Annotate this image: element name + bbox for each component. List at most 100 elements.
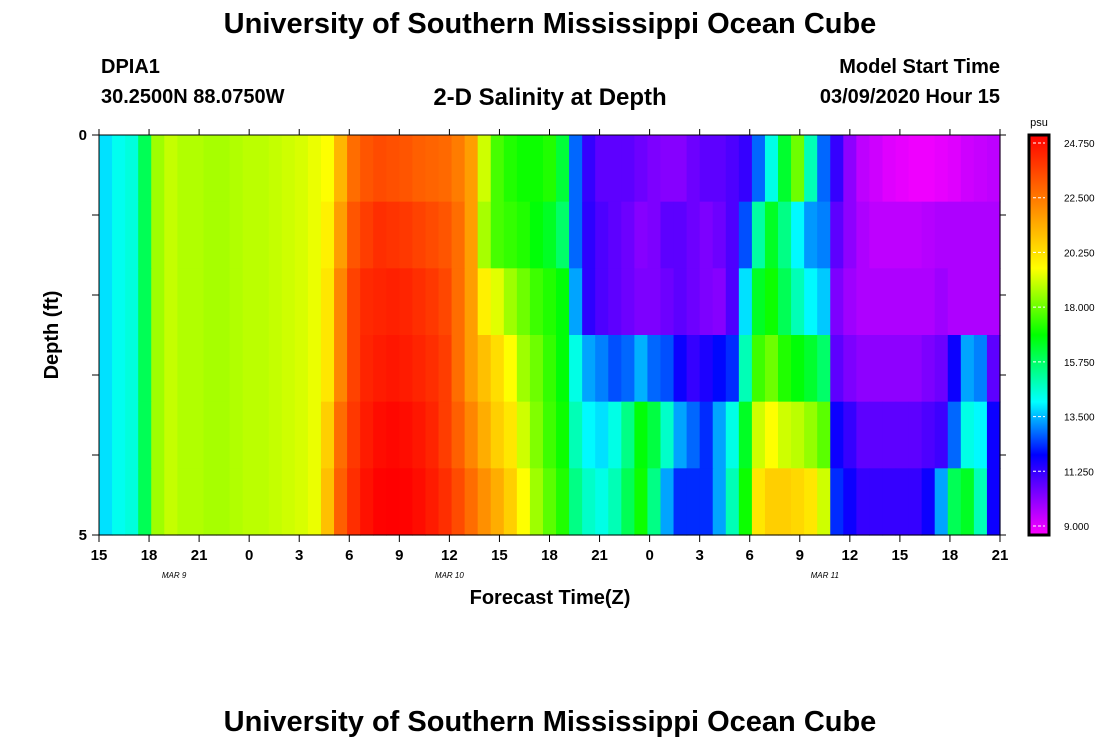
heatmap-cell: [177, 401, 192, 469]
heatmap-cell: [673, 468, 688, 536]
heatmap-cell: [268, 401, 283, 469]
heatmap-cell: [503, 268, 518, 336]
heatmap-cell: [320, 335, 335, 403]
heatmap-cell: [190, 401, 205, 469]
heatmap-cell: [503, 335, 518, 403]
heatmap-cell: [399, 335, 413, 403]
x-tick-label: 15: [91, 547, 108, 564]
heatmap-cell: [986, 468, 1001, 536]
heatmap-cell: [595, 335, 609, 403]
heatmap-cell: [281, 468, 296, 536]
heatmap-cell: [895, 268, 910, 336]
heatmap-cell: [608, 135, 622, 203]
heatmap-cell: [712, 401, 727, 469]
heatmap-cell: [869, 201, 884, 269]
heatmap-cell: [529, 201, 544, 269]
heatmap-cell: [712, 268, 727, 336]
heatmap-cell: [804, 201, 818, 269]
heatmap-cell: [921, 401, 936, 469]
heatmap-cell: [764, 401, 779, 469]
heatmap-cell: [112, 135, 126, 203]
heatmap-cell: [582, 268, 596, 336]
heatmap-cell: [177, 268, 192, 336]
heatmap-cell: [255, 468, 270, 536]
heatmap-cell: [791, 268, 805, 336]
heatmap-cell: [973, 268, 988, 336]
heatmap-cell: [294, 268, 309, 336]
heatmap-cell: [764, 335, 779, 403]
y-tick-label: 0: [79, 127, 87, 144]
heatmap-cell: [764, 201, 779, 269]
heatmap-cell: [464, 268, 479, 336]
page-title: University of Southern Mississippi Ocean…: [223, 8, 877, 40]
heatmap-cell: [869, 135, 884, 203]
heatmap-cell: [451, 401, 466, 469]
heatmap-cell: [425, 401, 440, 469]
heatmap-cell: [804, 135, 818, 203]
heatmap-cell: [660, 135, 675, 203]
heatmap-cell: [647, 268, 662, 336]
colorbar-tick-label: 11.250: [1064, 467, 1094, 478]
heatmap-cell: [190, 135, 205, 203]
x-axis: 15 18 21 0 3 6 9 12 15 18 21 0 3 6 9 12 15 18 21 MAR 9 MAR 1…: [91, 129, 1008, 580]
heatmap-cell: [307, 201, 322, 269]
heatmap-cell: [895, 201, 910, 269]
heatmap-cell: [947, 268, 962, 336]
heatmap-cell: [621, 135, 635, 203]
heatmap-cell: [934, 135, 949, 203]
heatmap-cell: [164, 201, 178, 269]
heatmap-cell: [751, 468, 766, 536]
heatmap-cell: [986, 335, 1001, 403]
heatmap-cell: [947, 335, 962, 403]
heatmap-cell: [947, 401, 962, 469]
heatmap-cell: [686, 135, 701, 203]
heatmap-cell: [112, 468, 126, 536]
heatmap-cell: [242, 268, 257, 336]
heatmap-cell: [856, 268, 871, 336]
heatmap-cell: [556, 335, 570, 403]
heatmap-cell: [516, 335, 531, 403]
heatmap-cell: [751, 135, 766, 203]
x-tick-label: 18: [942, 547, 959, 564]
heatmap-cells: [99, 135, 1001, 536]
heatmap-cell: [673, 201, 688, 269]
heatmap-cell: [934, 268, 949, 336]
heatmap-cell: [294, 401, 309, 469]
heatmap-cell: [412, 335, 427, 403]
heatmap-cell: [386, 268, 400, 336]
heatmap-cell: [921, 135, 936, 203]
heatmap-cell: [830, 201, 844, 269]
heatmap-cell: [856, 201, 871, 269]
heatmap-cell: [412, 268, 427, 336]
heatmap-cell: [699, 135, 714, 203]
heatmap-cell: [791, 201, 805, 269]
heatmap-cell: [229, 401, 244, 469]
heatmap-cell: [843, 135, 857, 203]
heatmap-cell: [177, 335, 192, 403]
heatmap-cell: [516, 401, 531, 469]
heatmap-cell: [503, 468, 518, 536]
heatmap-cell: [934, 201, 949, 269]
chart-subtitle: 2-D Salinity at Depth: [433, 84, 667, 111]
heatmap-cell: [608, 201, 622, 269]
heatmap-cell: [595, 201, 609, 269]
heatmap-cell: [190, 201, 205, 269]
heatmap-cell: [869, 401, 884, 469]
heatmap-cell: [738, 468, 753, 536]
heatmap-cell: [477, 201, 492, 269]
heatmap-cell: [634, 401, 649, 469]
x-tick-label: 6: [345, 547, 353, 564]
heatmap-cell: [412, 201, 427, 269]
heatmap-cell: [307, 268, 322, 336]
x-tick-label: 18: [541, 547, 558, 564]
heatmap-cell: [242, 401, 257, 469]
heatmap-cell: [151, 201, 165, 269]
heatmap-cell: [673, 135, 688, 203]
heatmap-cell: [647, 468, 662, 536]
heatmap-cell: [490, 468, 505, 536]
heatmap-cell: [712, 135, 727, 203]
heatmap-cell: [634, 135, 649, 203]
x-tick-label: 9: [395, 547, 403, 564]
heatmap-cell: [373, 135, 387, 203]
x-tick-label: 6: [746, 547, 754, 564]
